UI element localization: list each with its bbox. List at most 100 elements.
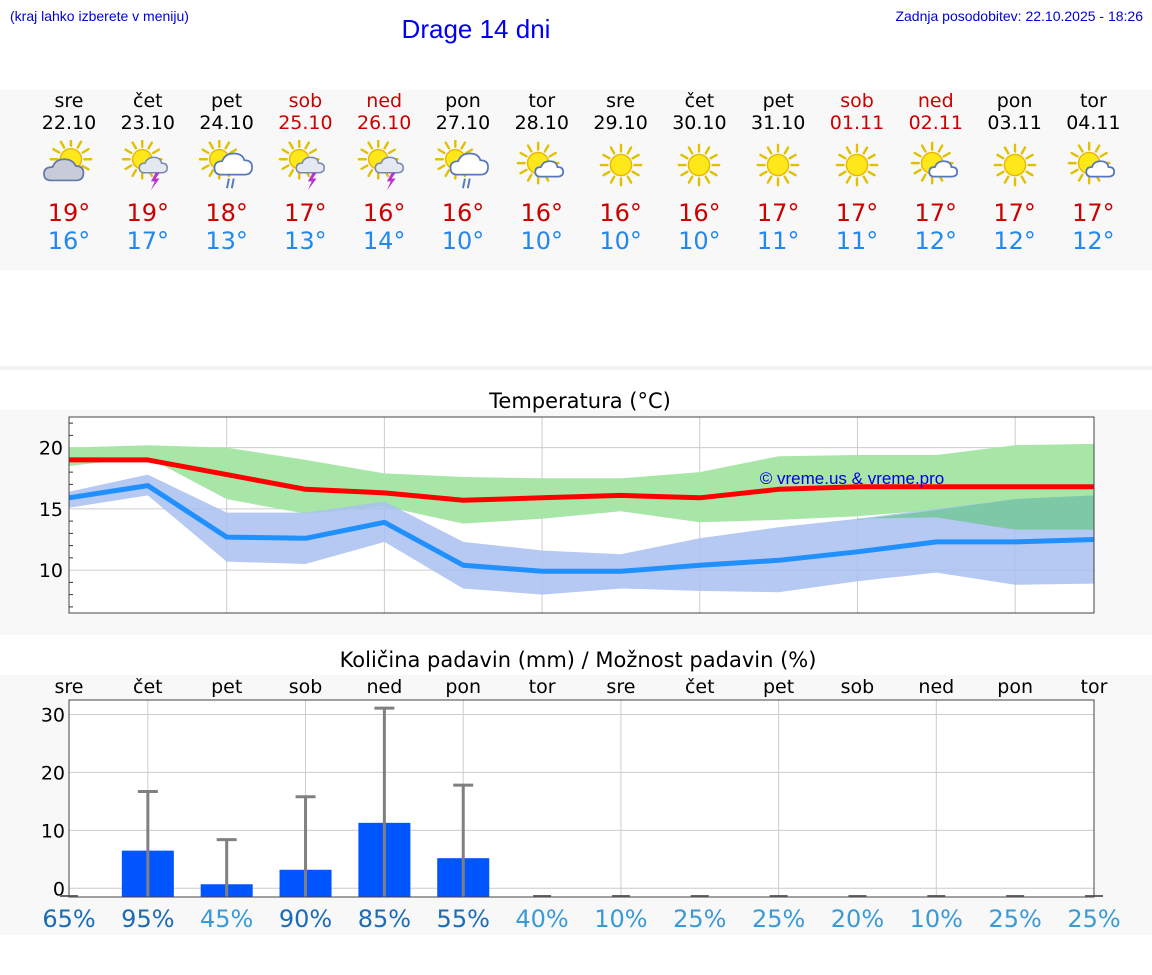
day-label: pet: [763, 676, 794, 698]
day-name: pet: [762, 90, 794, 112]
day-forecast: pon 27.10 16° 10°: [424, 90, 502, 255]
max-temperature: 16°: [520, 199, 564, 227]
band-overlap: [857, 495, 1094, 530]
day-forecast: sre 22.10 19° 16°: [30, 90, 108, 255]
day-date: 30.10: [672, 112, 727, 134]
sun-storm-icon: [109, 140, 187, 192]
day-forecast: sre 29.10 16° 10°: [582, 90, 660, 255]
precipitation-probability: 25%: [673, 905, 726, 933]
max-temperature: 19°: [126, 199, 170, 227]
precipitation-probability: 55%: [437, 905, 490, 933]
max-temperature: 18°: [205, 199, 248, 227]
day-date: 31.10: [750, 112, 806, 134]
day-name: pon: [996, 90, 1033, 112]
precipitation-plot-area: [69, 700, 1094, 897]
day-date: 03.11: [987, 112, 1042, 134]
day-date: 02.11: [908, 112, 963, 134]
min-temperature: 16°: [47, 227, 91, 255]
min-temperature: 12°: [993, 227, 1036, 255]
y-tick-label: 10: [39, 560, 63, 582]
day-name: sob: [840, 90, 874, 112]
sun-icon: [739, 140, 817, 192]
day-name: pet: [210, 90, 243, 112]
location-hint: (kraj lahko izberete v meniju): [10, 8, 189, 24]
precipitation-probability: 20%: [831, 905, 884, 933]
day-name: sob: [288, 90, 323, 112]
max-temperature: 17°: [835, 199, 879, 227]
day-label: čet: [685, 676, 715, 698]
precipitation-probability: 45%: [200, 905, 253, 933]
max-temperature-line: [69, 457, 1094, 503]
max-temperature: 17°: [1072, 199, 1115, 227]
min-temperature: 10°: [441, 227, 485, 255]
day-label: ned: [366, 676, 402, 698]
max-temperature: 16°: [599, 199, 642, 227]
precipitation-probability: 85%: [358, 905, 411, 933]
sun-storm-icon: [345, 140, 423, 192]
day-forecast: čet 30.10 16° 10°: [660, 90, 738, 255]
daily-forecast: sre 22.10 19° 16° čet 23.10 19° 17° pet 24.10 18° 1…: [0, 90, 1152, 270]
min-temperature: 17°: [126, 227, 170, 255]
day-forecast: ned 26.10 16° 14°: [345, 90, 423, 255]
day-name: sre: [54, 90, 84, 112]
sun-rain-icon: [188, 140, 266, 192]
max-temperature: 17°: [756, 199, 800, 227]
min-temperature: 11°: [835, 227, 879, 255]
max-temperature: 16°: [441, 199, 485, 227]
sun-icon: [660, 140, 738, 192]
precipitation-probability: 40%: [515, 905, 568, 933]
y-tick-label: 20: [41, 762, 65, 784]
day-label: pon: [445, 676, 481, 698]
day-label: ned: [918, 676, 954, 698]
day-date: 28.10: [514, 112, 569, 134]
day-date: 29.10: [593, 112, 648, 134]
precipitation-plot-frame: [68, 699, 1095, 898]
day-date: 04.11: [1066, 112, 1121, 134]
min-temperature: 13°: [284, 227, 327, 255]
min-temperature-line: [68, 483, 1095, 574]
precipitation-probability: 25%: [752, 905, 805, 933]
min-temperature: 12°: [1072, 227, 1115, 255]
sun-cloud-icon: [30, 140, 108, 192]
page-title: Drage 14 dni: [401, 14, 551, 44]
max-temperature: 19°: [47, 199, 91, 227]
y-tick-label: 15: [39, 499, 63, 521]
min-temperature: 11°: [756, 227, 800, 255]
day-label: sre: [55, 676, 84, 698]
day-label: tor: [529, 676, 556, 698]
sun-rain-icon: [424, 140, 502, 192]
day-label: tor: [1081, 676, 1108, 698]
max-temperature: 17°: [284, 199, 327, 227]
day-date: 27.10: [435, 112, 491, 134]
day-forecast: sob 25.10 17° 13°: [266, 90, 344, 255]
watermark: © vreme.us & vreme.pro: [760, 469, 944, 488]
max-temperature: 16°: [678, 199, 721, 227]
precipitation-probability: 65%: [42, 905, 95, 933]
day-name: ned: [917, 90, 954, 112]
max-temperature: 17°: [993, 199, 1036, 227]
max-temperature: 16°: [362, 199, 406, 227]
day-forecast: tor 04.11 17° 12°: [1054, 90, 1132, 255]
day-forecast: pet 24.10 18° 13°: [188, 90, 266, 255]
day-forecast: tor 28.10 16° 10°: [503, 90, 581, 255]
day-label: sre: [606, 676, 635, 698]
y-tick-label: 30: [41, 704, 65, 726]
day-forecast: čet 23.10 19° 17°: [109, 90, 187, 255]
precipitation-probability: 25%: [988, 905, 1041, 933]
last-updated: Zadnja posodobitev: 22.10.2025 - 18:26: [895, 8, 1143, 24]
precipitation-probability: 25%: [1067, 905, 1120, 933]
day-forecast: pet 31.10 17° 11°: [739, 90, 817, 255]
day-forecast: sob 01.11 17° 11°: [818, 90, 896, 255]
min-temperature: 10°: [520, 227, 564, 255]
day-name: tor: [1079, 90, 1107, 112]
precipitation-probability: 90%: [279, 905, 332, 933]
day-label: sob: [841, 676, 875, 698]
day-name: tor: [528, 90, 556, 112]
precipitation-title: Količina padavin (mm) / Možnost padavin …: [340, 648, 817, 672]
max-temperature-band: [69, 443, 1094, 524]
temperature-plot-frame: [68, 416, 1095, 614]
charts: Temperatura (°C) 10 15 20 © vreme.us & vreme…: [0, 389, 1152, 935]
sun-icon: [818, 140, 896, 192]
max-temperature: 17°: [914, 199, 958, 227]
sun-storm-icon: [266, 140, 344, 192]
